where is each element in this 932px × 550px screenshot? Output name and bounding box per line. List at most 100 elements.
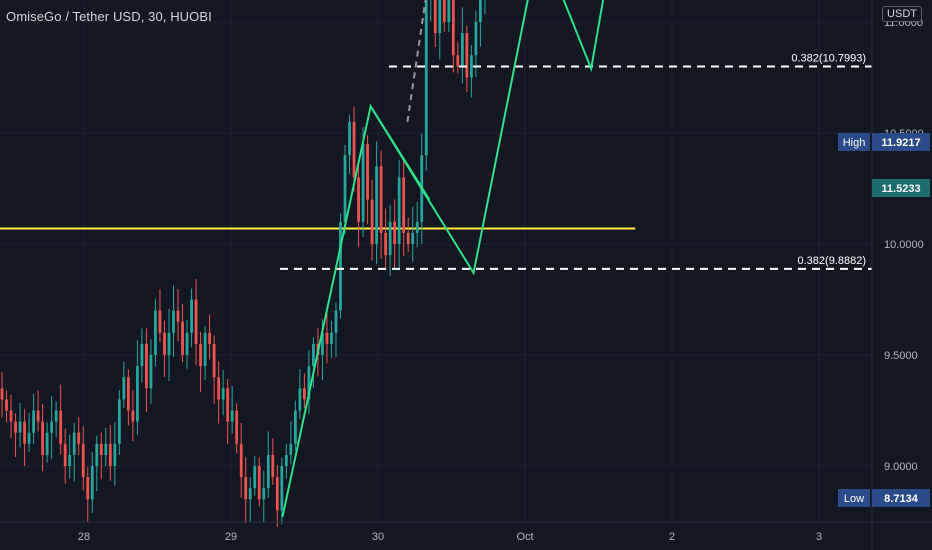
candle-body [289, 443, 293, 455]
candle-body [99, 443, 103, 455]
y-tick-label: 9.5000 [884, 350, 918, 362]
candle-body [366, 144, 369, 200]
candle-body [253, 466, 257, 489]
last-price-value: 11.5233 [881, 183, 920, 195]
candle-body [226, 388, 230, 422]
candle-body [456, 55, 460, 67]
candle-body [145, 343, 148, 389]
candle-body [86, 477, 90, 500]
candle-body [406, 232, 410, 244]
candle-body [158, 310, 162, 333]
candle-body [122, 377, 126, 400]
candle-body [474, 22, 478, 56]
low-price-tag-label: Low [844, 493, 864, 505]
low-price-value-box [872, 489, 930, 507]
candle-body [375, 166, 379, 244]
candle-body [266, 454, 270, 489]
candle-body [339, 221, 342, 311]
candle-body [244, 477, 248, 500]
candle-body [212, 343, 216, 378]
candle-body [90, 466, 94, 500]
candle-body [27, 432, 31, 444]
candle-body [411, 232, 415, 244]
candle-body [361, 144, 365, 222]
candle-body [59, 410, 63, 444]
candle-body [149, 355, 153, 389]
candle-body [108, 443, 112, 466]
candle-body [257, 466, 261, 500]
candle-body [72, 432, 76, 455]
candle-body [45, 432, 49, 455]
candle-body [199, 343, 202, 367]
candle-body [271, 454, 275, 478]
candle-body [117, 399, 121, 444]
candle-body [126, 377, 130, 411]
x-tick-label: 3 [816, 531, 822, 543]
candle-body [348, 121, 351, 156]
candle-body [393, 221, 397, 244]
high-price-tag-label: High [843, 137, 866, 149]
candle-body [0, 388, 4, 400]
fib-level-layer: 0.382(11.4723)0.382(10.7993)0.382(9.8882… [280, 53, 872, 270]
candle-layer [0, 0, 486, 527]
candle-body [167, 332, 171, 355]
candle-body [230, 410, 234, 422]
candle-body [433, 0, 437, 34]
candle-body [325, 332, 329, 344]
x-tick-label: 28 [78, 531, 90, 543]
candle-body [330, 332, 333, 344]
candle-body [208, 332, 212, 344]
candle-body [275, 477, 279, 511]
x-tick-label: 29 [225, 531, 237, 543]
candle-body [77, 432, 81, 444]
candle-body [131, 410, 135, 422]
candle-body [343, 155, 347, 222]
candle-body [104, 443, 108, 455]
low-price-value: 8.7134 [884, 493, 919, 505]
currency-badge[interactable]: USDT [882, 6, 922, 22]
candle-body [280, 466, 284, 511]
x-tick-label: 2 [669, 531, 675, 543]
candle-body [68, 454, 72, 466]
candle-body [321, 332, 324, 355]
low-price-tag [838, 489, 870, 507]
symbol-title[interactable]: OmiseGo / Tether USD, 30, HUOBI [6, 9, 212, 24]
candle-body [298, 388, 302, 411]
candle-body [293, 410, 297, 444]
candle-body [172, 310, 175, 333]
triangle-upper-edge [369, 105, 431, 201]
candle-body [460, 33, 464, 67]
candle-body [9, 410, 13, 422]
candle-body [217, 377, 221, 400]
candle-body [357, 177, 360, 222]
high-price-value-box [872, 133, 930, 151]
candle-body [248, 488, 252, 500]
candle-body [14, 421, 17, 433]
candle-body [262, 488, 266, 500]
candle-body [181, 321, 184, 355]
candle-body [388, 221, 392, 256]
candle-body [50, 421, 54, 433]
x-tick-label: Oct [516, 531, 533, 543]
candle-body [397, 177, 401, 244]
trend-line-layer [0, 227, 636, 230]
candle-body [384, 232, 388, 256]
candle-body [469, 55, 473, 78]
candle-body [352, 121, 356, 178]
candle-body [424, 0, 428, 156]
candle-body [63, 443, 67, 466]
candle-body [465, 33, 469, 78]
candle-body [18, 421, 22, 433]
candle-body [36, 410, 40, 422]
candle-body [23, 421, 26, 444]
high-price-tag [838, 133, 870, 151]
high-price-value: 11.9217 [881, 137, 920, 149]
candle-body [32, 410, 35, 433]
dashed-connector [406, 0, 427, 123]
candle-body [334, 310, 338, 333]
candle-body [379, 166, 383, 233]
candle-body [194, 299, 198, 344]
